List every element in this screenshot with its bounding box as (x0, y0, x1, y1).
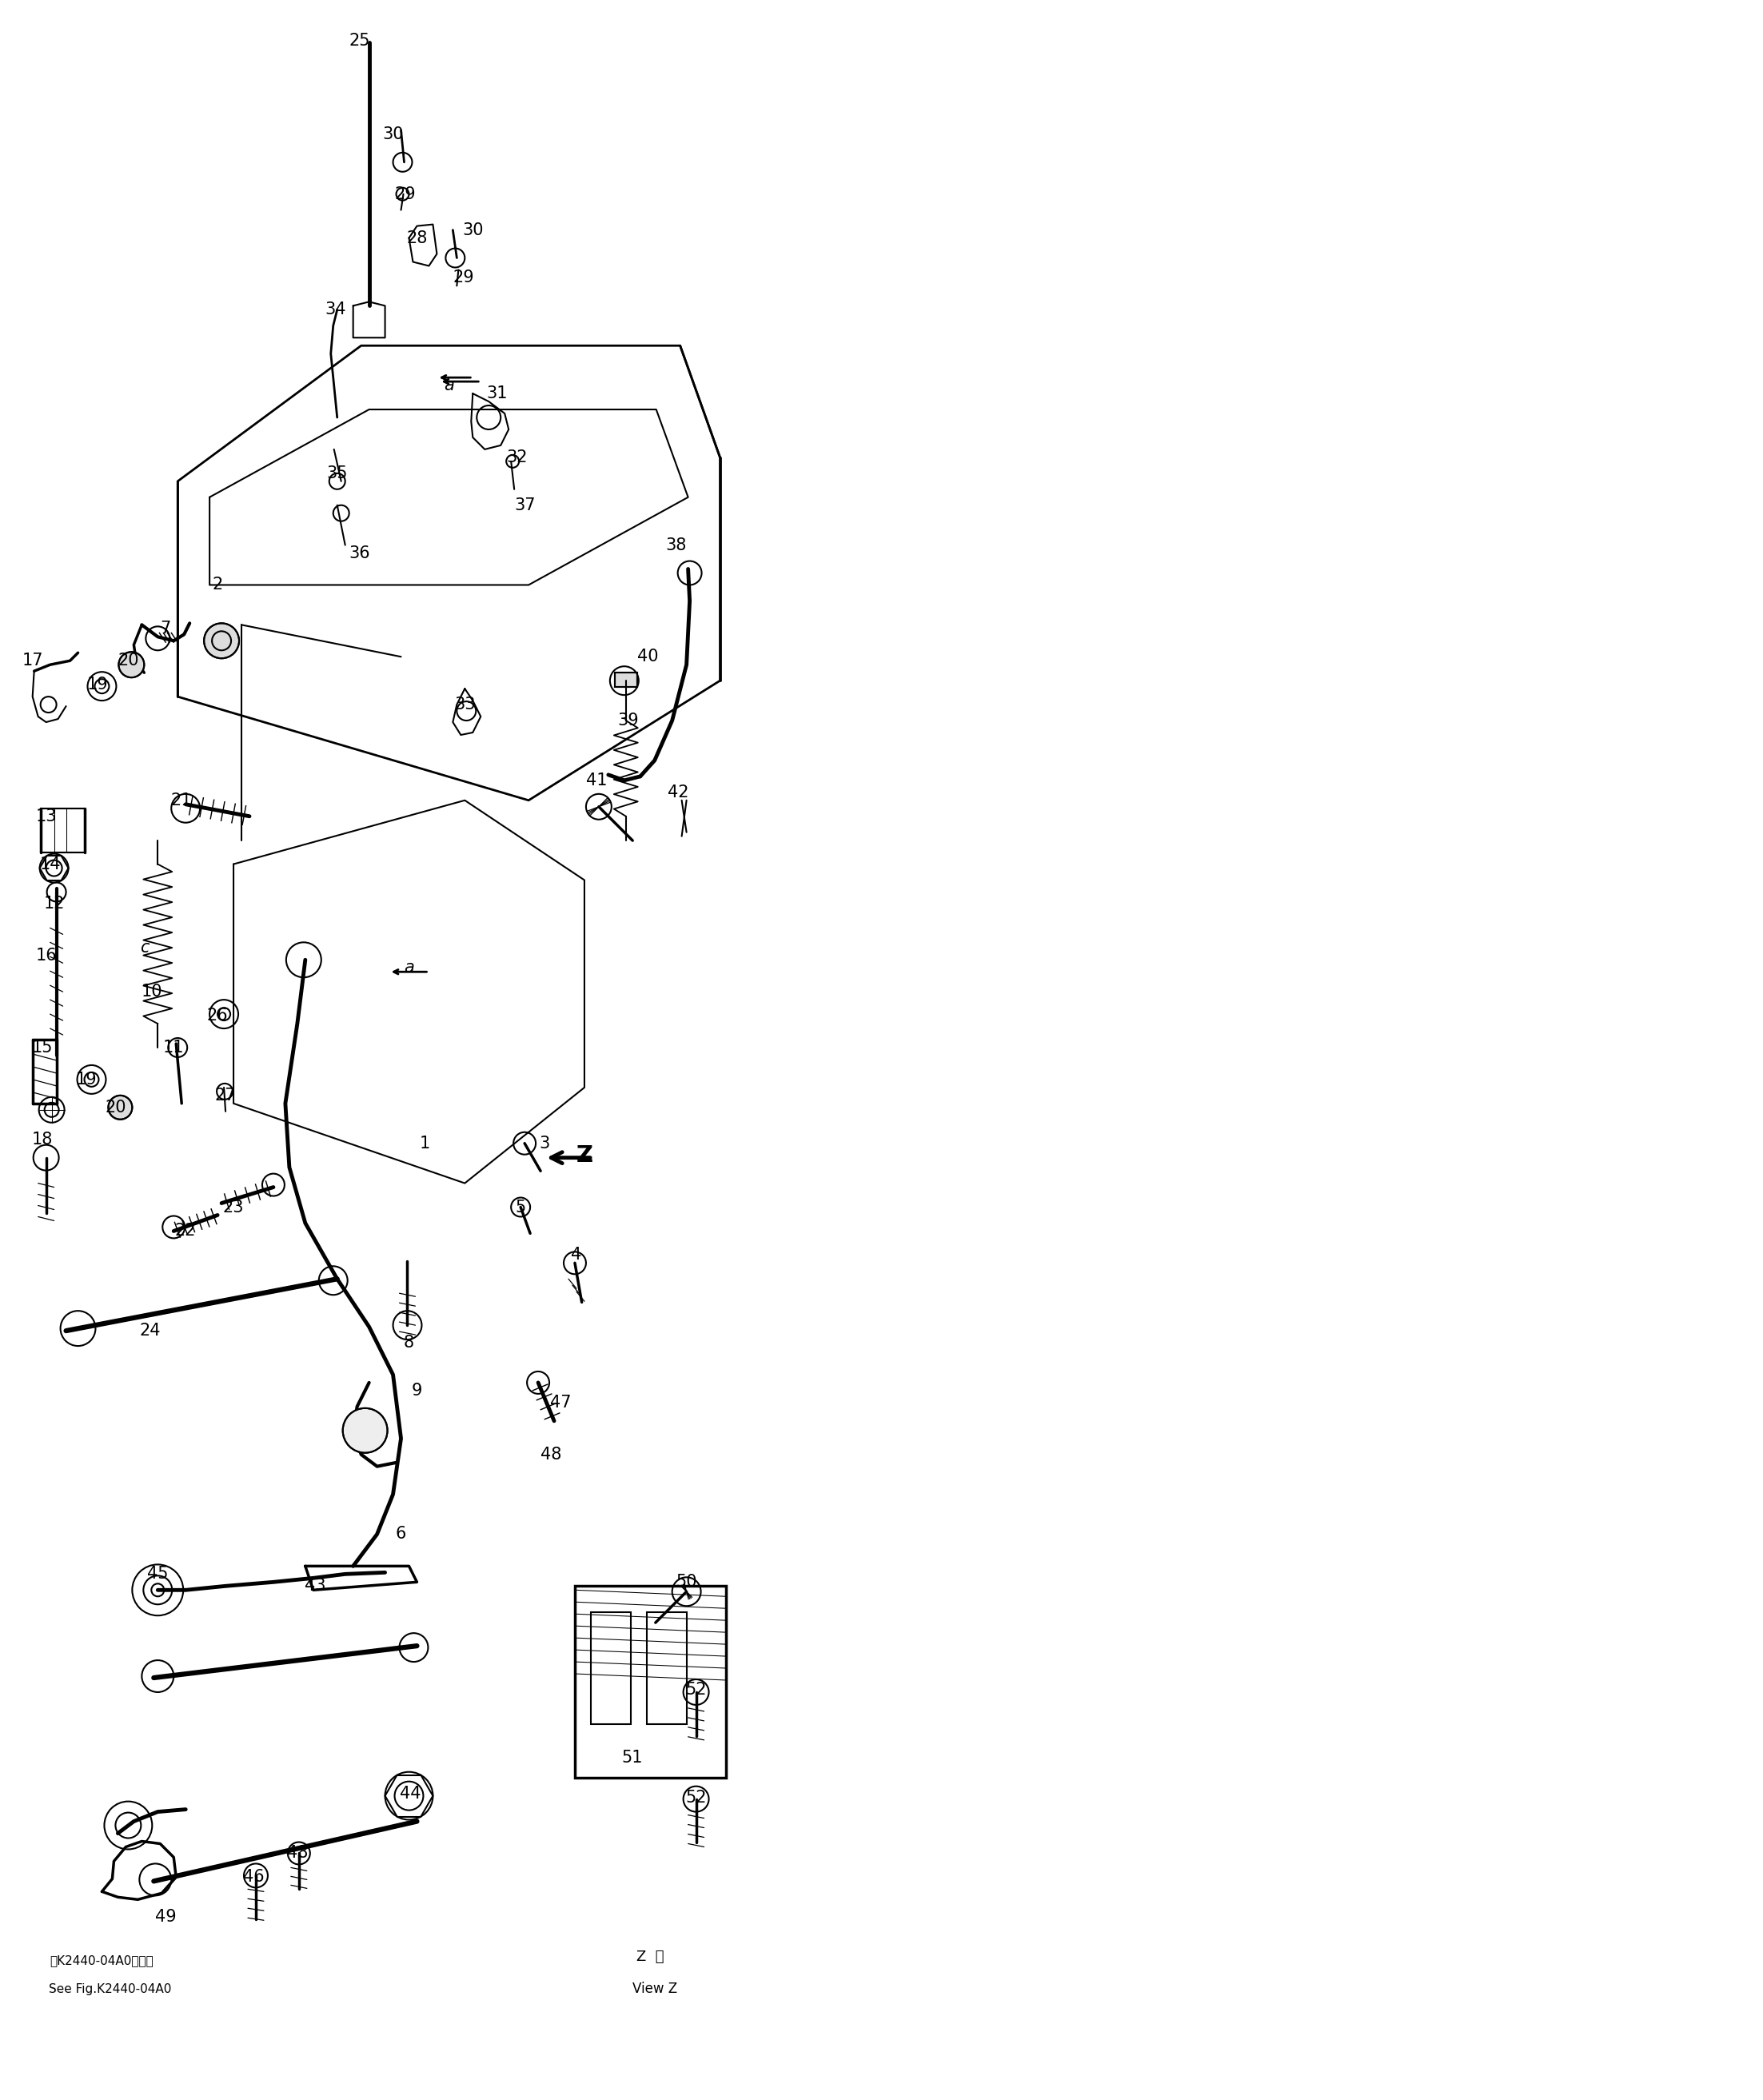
Text: 40: 40 (638, 649, 659, 666)
Text: 10: 10 (141, 983, 162, 1000)
Text: 27: 27 (215, 1088, 236, 1103)
Text: 32: 32 (506, 449, 527, 466)
Text: 13: 13 (35, 808, 56, 825)
Text: 29: 29 (453, 269, 474, 286)
Text: 52: 52 (686, 1682, 707, 1697)
Text: 4: 4 (571, 1247, 582, 1262)
Text: 43: 43 (305, 1577, 326, 1594)
Bar (615, 672, 636, 687)
Text: a: a (404, 960, 414, 977)
Text: 14: 14 (39, 857, 60, 872)
Bar (591, 1613, 631, 1724)
Circle shape (108, 1096, 132, 1119)
Text: 1: 1 (420, 1136, 430, 1151)
Text: c: c (139, 941, 148, 956)
Text: 8: 8 (404, 1336, 414, 1350)
Text: Z: Z (577, 1144, 592, 1166)
Text: 42: 42 (668, 785, 689, 800)
Text: 6: 6 (395, 1527, 405, 1541)
Text: View Z: View Z (633, 1982, 677, 1997)
Circle shape (342, 1409, 388, 1453)
Text: 34: 34 (324, 302, 346, 317)
Text: 31: 31 (487, 386, 508, 401)
Text: 19: 19 (76, 1071, 97, 1088)
Text: 24: 24 (139, 1323, 160, 1340)
Text: 25: 25 (349, 34, 370, 48)
Text: a: a (444, 378, 453, 393)
Text: 22: 22 (175, 1222, 196, 1239)
Text: 38: 38 (666, 538, 686, 552)
Text: 21: 21 (171, 792, 192, 808)
Text: 50: 50 (675, 1575, 696, 1590)
Text: 7: 7 (160, 622, 171, 636)
Text: 48: 48 (287, 1846, 309, 1861)
Text: 16: 16 (35, 947, 56, 964)
Text: 19: 19 (88, 676, 109, 693)
Text: 3: 3 (539, 1136, 550, 1151)
Text: 11: 11 (164, 1040, 185, 1056)
Bar (575, 1586, 726, 1777)
Text: 46: 46 (243, 1869, 264, 1886)
Text: 45: 45 (146, 1567, 167, 1581)
Text: 2: 2 (212, 578, 222, 592)
Text: 20: 20 (118, 653, 139, 668)
Text: Z  植: Z 植 (636, 1949, 665, 1964)
Text: 18: 18 (32, 1132, 53, 1147)
Text: 12: 12 (44, 897, 65, 911)
Text: 5: 5 (515, 1199, 525, 1216)
Bar (647, 1613, 686, 1724)
Text: 28: 28 (407, 231, 427, 246)
Text: 36: 36 (349, 546, 370, 561)
Text: 47: 47 (550, 1394, 571, 1411)
Text: 20: 20 (104, 1100, 127, 1115)
Text: 41: 41 (585, 773, 606, 788)
Text: 23: 23 (222, 1199, 243, 1216)
Text: 51: 51 (622, 1749, 643, 1766)
Circle shape (205, 624, 240, 657)
Text: 33: 33 (455, 697, 476, 712)
Circle shape (118, 651, 145, 678)
Text: 30: 30 (462, 223, 483, 237)
Bar (32, 1040, 56, 1102)
Text: 35: 35 (326, 466, 347, 481)
Text: 52: 52 (686, 1789, 707, 1806)
Bar (41, 808, 85, 853)
Bar (615, 672, 636, 687)
Text: 30: 30 (383, 126, 404, 143)
Text: See Fig.K2440-04A0: See Fig.K2440-04A0 (48, 1982, 171, 1995)
Text: 29: 29 (395, 187, 416, 202)
Text: 15: 15 (32, 1040, 53, 1056)
Text: 39: 39 (617, 712, 638, 729)
Text: 26: 26 (206, 1008, 227, 1023)
Text: 17: 17 (21, 653, 42, 668)
Text: 第K2440-04A0図参照: 第K2440-04A0図参照 (49, 1955, 153, 1968)
Text: 44: 44 (400, 1785, 421, 1802)
Text: 48: 48 (541, 1447, 561, 1462)
Text: 9: 9 (411, 1382, 423, 1399)
Text: 49: 49 (155, 1909, 176, 1926)
Text: 37: 37 (515, 498, 536, 512)
